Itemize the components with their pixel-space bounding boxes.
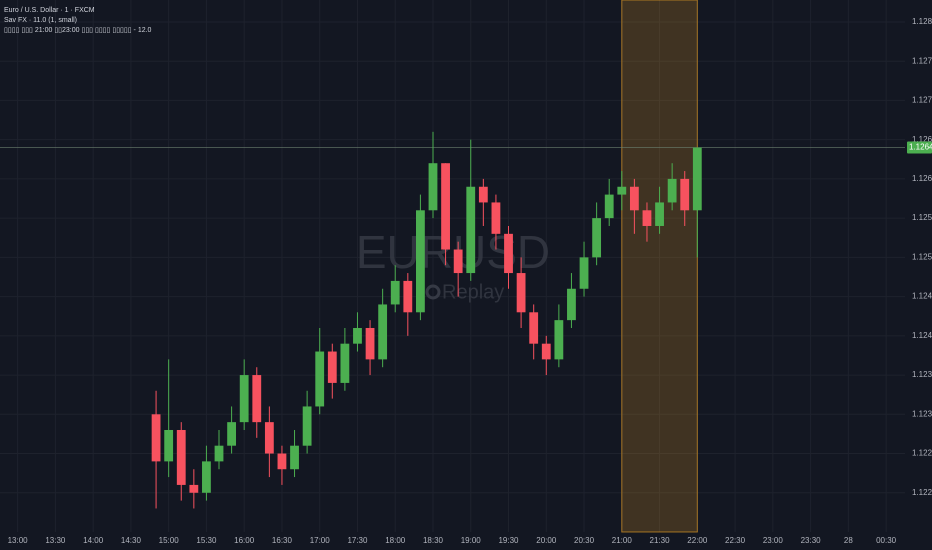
last-price-label: 1.12640 — [909, 143, 932, 152]
y-tick-label: 1.12350 — [912, 370, 932, 379]
x-tick-label: 21:30 — [650, 536, 671, 545]
candle-body — [579, 257, 589, 289]
last-price-box — [907, 141, 932, 154]
candle-body — [164, 429, 174, 462]
y-tick-label: 1.12550 — [912, 213, 932, 222]
candle-body — [478, 186, 488, 203]
candle-body — [340, 343, 350, 383]
candle-body — [692, 147, 702, 211]
x-tick-label: 19:30 — [498, 536, 519, 545]
y-tick-label: 1.12650 — [912, 135, 932, 144]
candle-body — [202, 461, 211, 493]
candle-body — [604, 194, 614, 219]
x-tick-label: 22:30 — [725, 536, 746, 545]
candle-body — [239, 375, 249, 423]
x-tick-label: 13:00 — [8, 536, 29, 545]
replay-icon — [425, 284, 441, 300]
x-tick-label: 16:30 — [272, 536, 293, 545]
x-tick-label: 17:00 — [310, 536, 331, 545]
chart-subtitle: Sav FX · 11.0 (1, small) — [4, 17, 77, 24]
watermark-sub: Replay — [442, 281, 504, 303]
candle-body — [491, 202, 501, 234]
chart-title: Euro / U.S. Dollar · 1 · FXCM — [4, 7, 95, 14]
candle-body — [252, 375, 262, 423]
annotation: ▯▯▯▯ ▯▯▯ 21:00 ▯▯23:00 ▯▯▯ ▯▯▯▯ ▯▯▯▯▯ - … — [4, 27, 152, 34]
candle-body — [390, 280, 400, 305]
x-tick-label: 28 — [844, 536, 853, 545]
candle-body — [667, 178, 677, 203]
candle-body — [617, 186, 627, 195]
y-tick-label: 1.12300 — [912, 409, 932, 418]
candle-body — [554, 320, 564, 360]
candle-body — [453, 249, 463, 274]
x-tick-label: 23:30 — [801, 536, 822, 545]
y-tick-label: 1.12600 — [912, 174, 932, 183]
candle-body — [353, 327, 362, 344]
x-tick-label: 16:00 — [234, 536, 255, 545]
x-tick-label: 14:30 — [121, 536, 142, 545]
candle-body — [151, 414, 161, 462]
candle-body — [227, 422, 237, 446]
candle-body — [176, 429, 186, 485]
x-tick-label: 20:00 — [536, 536, 557, 545]
candle-body — [365, 327, 375, 360]
candle-body — [290, 445, 299, 470]
x-tick-label: 18:00 — [385, 536, 406, 545]
candle-body — [189, 484, 199, 493]
candle-body — [415, 210, 425, 313]
x-tick-label: 14:00 — [83, 536, 104, 545]
candle-body — [378, 304, 388, 360]
candle-body — [504, 233, 513, 274]
candle-body — [441, 163, 450, 250]
y-tick-label: 1.12750 — [912, 56, 932, 65]
y-tick-label: 1.12250 — [912, 449, 932, 458]
x-tick-label: 22:00 — [687, 536, 708, 545]
x-tick-label: 00:30 — [876, 536, 897, 545]
plot-background-layer — [0, 0, 905, 533]
candle-body — [264, 422, 274, 454]
candle-body — [277, 453, 287, 470]
candle-body — [302, 406, 312, 446]
candle-body — [315, 351, 325, 407]
candle-body — [466, 186, 476, 274]
candle-body — [516, 273, 526, 313]
candle-body — [428, 163, 438, 211]
x-tick-label: 23:00 — [763, 536, 784, 545]
candle-body — [529, 312, 539, 344]
x-tick-label: 13:30 — [45, 536, 66, 545]
session-highlight — [621, 0, 698, 533]
x-tick-label: 19:00 — [461, 536, 482, 545]
y-tick-label: 1.12700 — [912, 96, 932, 105]
candle-body — [680, 178, 690, 211]
candle-body — [655, 202, 664, 226]
plot-layer — [0, 131, 905, 509]
candle-body — [629, 186, 639, 211]
x-tick-label: 17:30 — [347, 536, 368, 545]
candle-body — [541, 343, 551, 360]
x-tick-label: 18:30 — [423, 536, 444, 545]
candle-body — [403, 280, 413, 313]
candle-body — [327, 351, 337, 383]
y-tick-label: 1.12200 — [912, 488, 932, 497]
y-tick-label: 1.12500 — [912, 252, 932, 261]
x-tick-label: 21:00 — [612, 536, 633, 545]
candle-body — [642, 210, 652, 226]
x-tick-label: 20:30 — [574, 536, 595, 545]
candle-body — [567, 288, 576, 321]
watermark: EURUSD — [356, 226, 550, 278]
y-tick-label: 1.12450 — [912, 292, 932, 301]
candle-body — [214, 445, 224, 462]
x-tick-label: 15:30 — [196, 536, 217, 545]
candle-body — [592, 218, 602, 258]
y-tick-label: 1.12800 — [912, 17, 932, 26]
x-tick-label: 15:00 — [159, 536, 180, 545]
y-tick-label: 1.12400 — [912, 331, 932, 340]
